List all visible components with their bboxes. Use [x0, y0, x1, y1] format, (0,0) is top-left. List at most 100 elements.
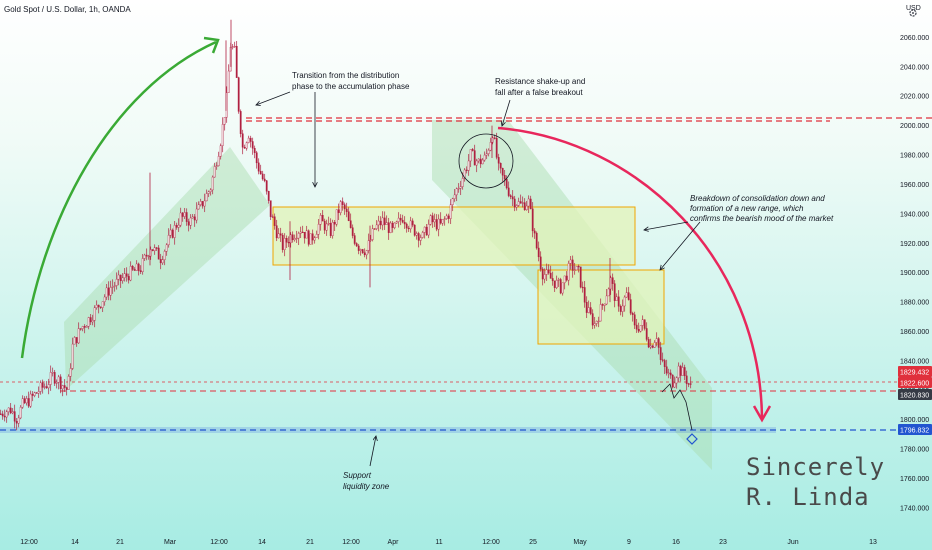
candle	[93, 305, 96, 328]
candle	[255, 150, 258, 169]
candle	[205, 189, 208, 202]
candle	[667, 368, 670, 379]
candle	[519, 194, 522, 204]
candle	[653, 340, 656, 348]
candle	[63, 379, 66, 392]
candle	[283, 233, 286, 257]
candle	[55, 379, 58, 389]
candle	[245, 141, 248, 151]
price-tag: 1820.830	[898, 389, 932, 400]
candle	[579, 266, 582, 289]
support-pointer	[369, 436, 376, 467]
candle	[355, 242, 358, 248]
candle	[593, 316, 596, 329]
candle	[155, 246, 158, 251]
candle	[431, 212, 434, 228]
candle	[417, 231, 420, 248]
candle	[129, 261, 132, 282]
candle	[509, 194, 512, 200]
candle	[315, 230, 318, 238]
candle	[43, 383, 46, 390]
y-tick-label: 1740.000	[900, 505, 929, 512]
candle	[187, 218, 190, 232]
candle	[429, 214, 432, 226]
candle	[547, 264, 550, 275]
candle	[11, 407, 14, 415]
candle	[139, 265, 142, 275]
candle	[195, 202, 198, 224]
candle	[85, 325, 88, 328]
y-tick-label: 1780.000	[900, 447, 929, 454]
candle	[181, 211, 184, 222]
candle	[615, 293, 618, 301]
candle	[243, 144, 246, 149]
candle	[503, 169, 506, 186]
candle	[687, 382, 690, 388]
candle	[167, 228, 170, 248]
y-tick-label: 1960.000	[900, 182, 929, 189]
x-tick-label: 23	[719, 539, 727, 546]
candle	[99, 306, 102, 309]
candle	[617, 290, 620, 312]
candle	[211, 175, 214, 195]
candle	[91, 314, 94, 326]
candle	[629, 293, 632, 316]
candle	[433, 213, 436, 228]
candle	[135, 260, 138, 271]
candle	[287, 236, 290, 248]
candle	[309, 233, 312, 245]
candle	[361, 248, 364, 254]
candle	[39, 380, 42, 395]
candle	[77, 322, 80, 344]
candle	[131, 264, 134, 271]
candle	[457, 183, 460, 193]
candle	[171, 228, 174, 239]
candle	[581, 281, 584, 293]
y-tick-label: 1980.000	[900, 153, 929, 160]
forecast-path	[661, 383, 693, 431]
candle	[403, 216, 406, 229]
candle	[459, 180, 462, 196]
candle	[359, 248, 362, 256]
candle	[633, 311, 636, 330]
candle	[639, 325, 642, 333]
candle	[443, 216, 446, 226]
gear-icon[interactable]	[909, 9, 917, 17]
candle	[397, 212, 400, 228]
candle	[13, 404, 16, 429]
candle	[585, 296, 588, 319]
svg-text:1829.432: 1829.432	[900, 370, 929, 377]
candle	[141, 254, 144, 275]
candle	[271, 214, 274, 218]
candle	[159, 253, 162, 270]
candle	[297, 231, 300, 246]
price-candles	[0, 19, 692, 431]
candle	[33, 391, 36, 398]
candle	[483, 151, 486, 162]
candle	[179, 207, 182, 228]
candle	[573, 262, 576, 275]
candle	[659, 341, 662, 365]
candle	[575, 265, 578, 271]
candle	[249, 135, 252, 148]
candle	[381, 211, 384, 231]
candle	[455, 187, 458, 202]
time-axis[interactable]: 12:00 14 21 Mar 12:00 14 21 12:00 Apr 11 12:00 25 Ma…	[20, 539, 877, 546]
candle	[627, 286, 630, 301]
y-tick-label: 2060.000	[900, 35, 929, 42]
transition-pointer-left	[256, 91, 291, 105]
red-forecast-arrow	[497, 126, 764, 419]
candle	[339, 200, 342, 216]
candle	[183, 207, 186, 220]
candle	[251, 137, 254, 155]
candle	[469, 149, 472, 168]
candle	[607, 287, 610, 297]
candle	[51, 367, 54, 377]
candle	[449, 199, 452, 225]
candle	[527, 195, 530, 214]
resistance-pointer	[502, 99, 511, 126]
candle	[631, 311, 634, 322]
y-tick-label: 1760.000	[900, 476, 929, 483]
candle	[559, 277, 562, 295]
chart-title: Gold Spot / U.S. Dollar, 1h, OANDA	[4, 5, 131, 14]
